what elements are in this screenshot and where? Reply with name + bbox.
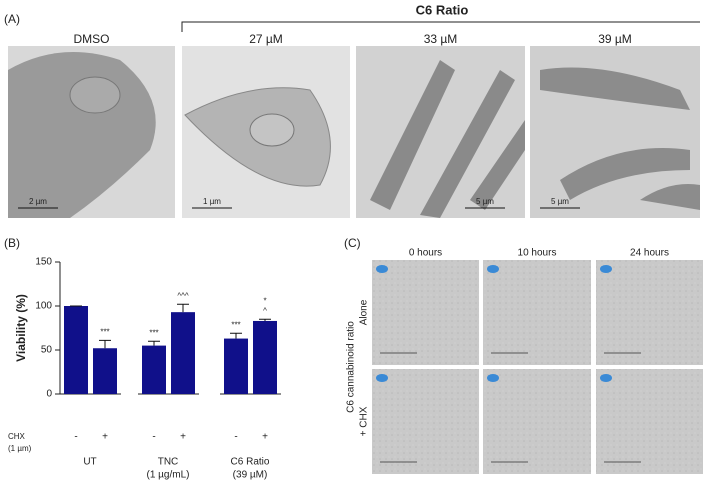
significance: *** [100,327,109,336]
bar [171,312,195,394]
logo [376,265,388,273]
y-tick-label: 150 [35,257,52,268]
bar [253,320,277,394]
logo [487,265,499,273]
significance: ^ [263,306,267,315]
row-label: CHX [8,432,26,441]
group-label: C6 Ratio [231,457,270,468]
error-bar [177,303,189,313]
significance: *** [149,328,158,337]
column-label: 0 hours [409,248,442,259]
group-label: TNC [158,457,179,468]
image-label: DMSO [74,32,110,46]
group-header: C6 Ratio [416,2,469,17]
panel-label: (A) [4,12,20,26]
panel-label: (C) [344,236,361,250]
x-tick-label: - [74,432,77,443]
panel-label: (B) [4,236,20,250]
em-image [8,46,175,218]
column-label: 24 hours [630,248,669,259]
significance: ^^^ [177,291,189,300]
bar [224,338,248,394]
group-label: (39 µM) [233,470,268,481]
em-image [356,46,525,218]
image-label: 33 µM [424,32,458,46]
scale-label: 5 µm [551,197,569,206]
x-tick-label: - [152,432,155,443]
microscopy-image [596,369,703,474]
scale-label: 2 µm [29,197,47,206]
em-image [530,46,700,218]
microscopy-image [372,260,479,365]
image-label: 27 µM [249,32,283,46]
side-label: C6 cannabinoid ratio [346,321,357,413]
y-tick-label: 100 [35,301,52,312]
microscopy-image [483,369,591,474]
microscopy-image [483,260,591,365]
y-tick-label: 0 [46,389,52,400]
microscopy-image [372,369,479,474]
error-bar [148,340,160,346]
y-axis-label: Viability (%) [14,294,28,362]
x-tick-label: + [102,432,108,443]
bracket [181,21,700,32]
scale-label: 1 µm [203,197,221,206]
row-label: Alone [359,299,370,325]
bar [64,306,88,394]
row-label: (1 µm) [8,444,32,453]
significance: * [263,296,266,305]
microscopy-image [596,260,703,365]
y-tick-label: 50 [41,345,53,356]
bar [93,348,117,394]
logo [376,374,388,382]
logo [600,265,612,273]
column-label: 10 hours [518,248,557,259]
bar [142,345,166,394]
logo [487,374,499,382]
significance: *** [231,320,240,329]
error-bar [259,318,271,321]
error-bar [230,332,242,339]
x-tick-label: - [234,432,237,443]
image-label: 39 µM [598,32,632,46]
scale-label: 5 µm [476,197,494,206]
x-tick-label: + [262,432,268,443]
group-label: (1 µg/mL) [147,470,190,481]
x-tick-label: + [180,432,186,443]
error-bar [99,339,111,349]
group-label: UT [83,457,96,468]
logo [600,374,612,382]
em-image [182,46,350,218]
row-label: + CHX [359,406,370,436]
